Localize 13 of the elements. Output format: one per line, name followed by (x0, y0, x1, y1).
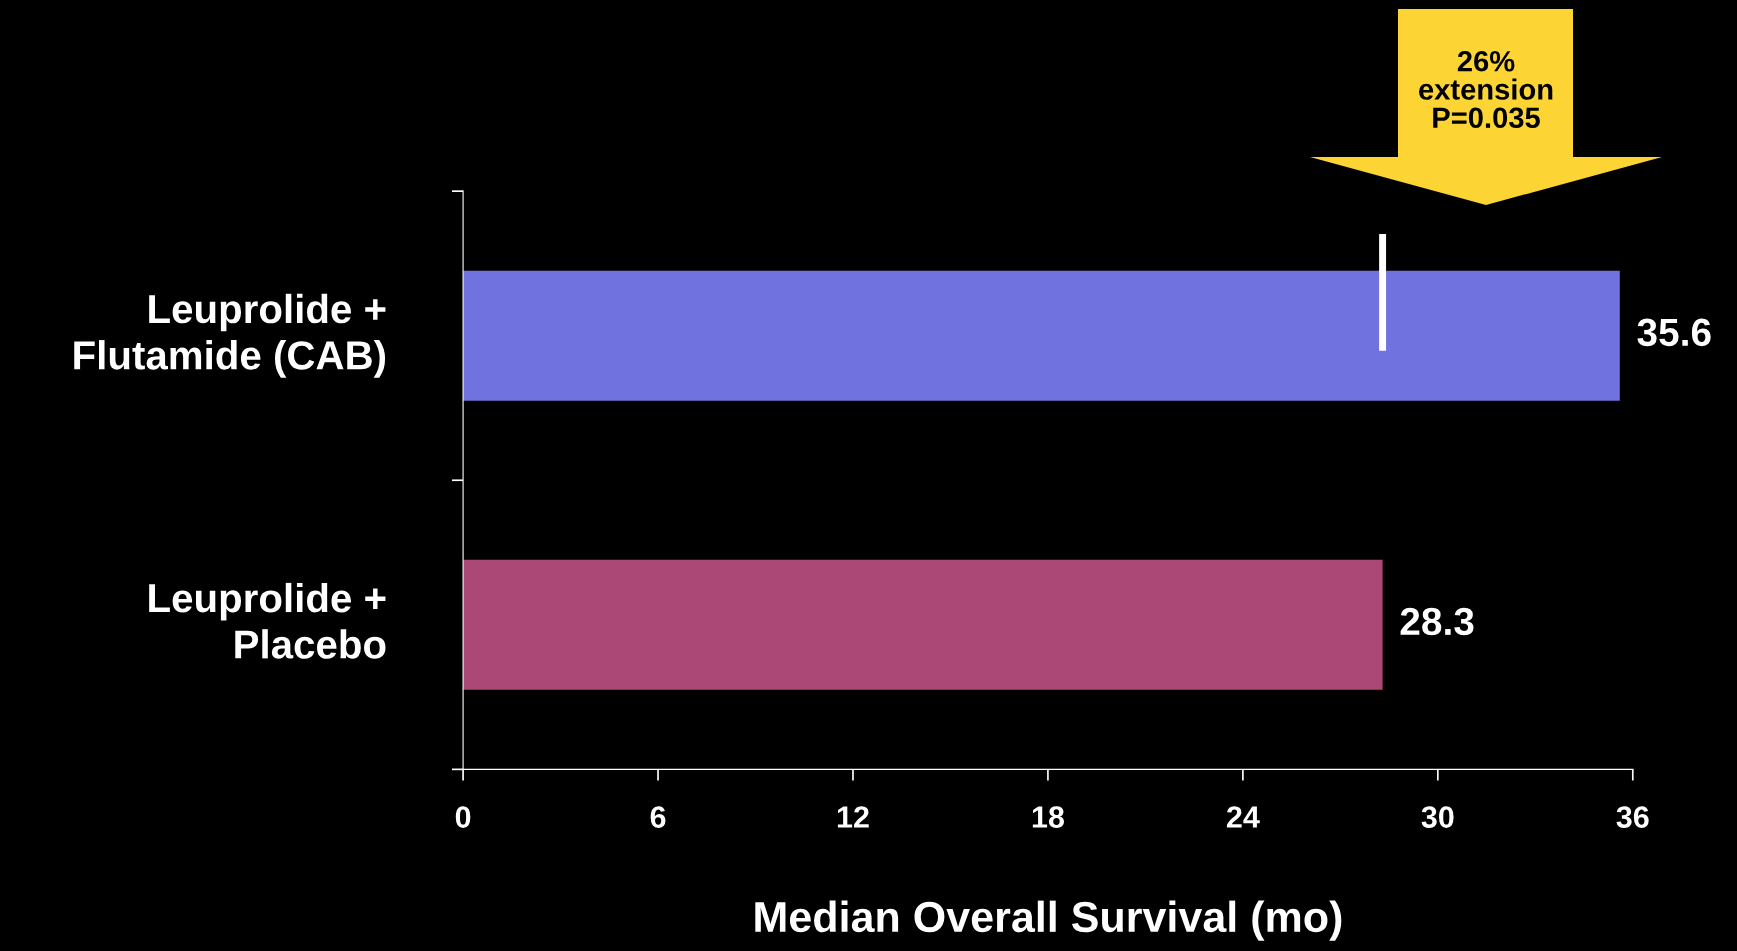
x-tick-label: 36 (1616, 806, 1649, 828)
data-label: 35.6 (1637, 318, 1711, 347)
x-axis-title: Median Overall Survival (mo) (755, 900, 1342, 941)
x-tick-label: 30 (1421, 806, 1454, 828)
x-tick-label: 0 (455, 806, 471, 828)
x-tick-label: 6 (650, 806, 666, 828)
text: 26% extension P=0.035 (1419, 50, 1553, 129)
x-tick-label: 24 (1226, 806, 1260, 828)
y-tick-label: Leuprolide + Flutamide (CAB) (74, 293, 386, 378)
data-label: 28.3 (1400, 607, 1474, 636)
x-tick-label: 18 (1032, 806, 1064, 828)
x-tick-label: 12 (837, 806, 869, 828)
y-tick-label: Leuprolide + Placebo (149, 582, 386, 659)
